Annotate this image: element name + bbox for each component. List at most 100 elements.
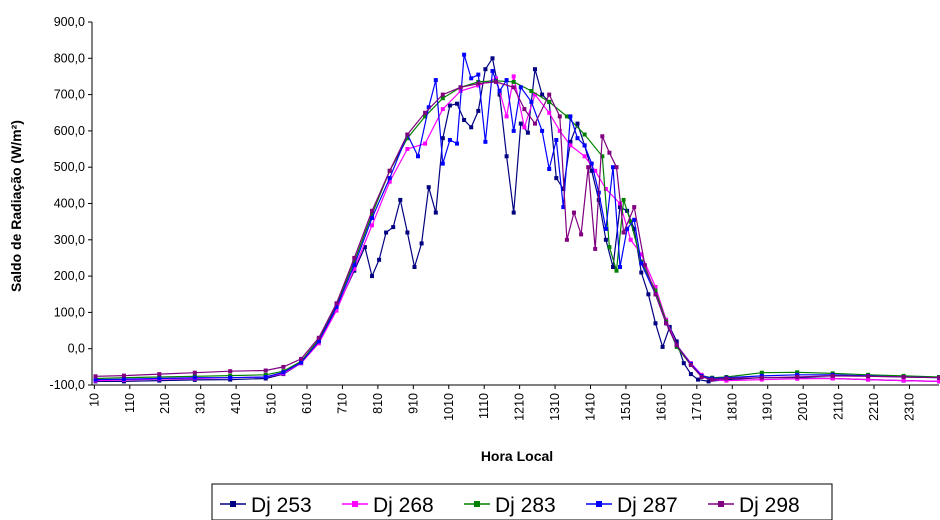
data-point: [621, 197, 626, 202]
data-point: [447, 138, 452, 142]
data-point: [547, 99, 552, 104]
x-tick-label: 510: [265, 393, 279, 414]
data-point: [281, 370, 286, 375]
legend: Dj 253 Dj 268 Dj 283 Dj 287 Dj 298: [211, 483, 833, 520]
x-tick-label: 710: [335, 393, 349, 414]
data-point: [603, 237, 608, 242]
data-point: [384, 230, 389, 235]
data-point: [299, 360, 304, 365]
data-point: [681, 361, 686, 366]
data-point: [412, 265, 417, 269]
data-point: [639, 252, 644, 257]
data-point: [582, 154, 587, 159]
data-point: [316, 335, 321, 340]
data-point: [632, 217, 637, 222]
data-point: [405, 132, 410, 137]
data-point: [529, 89, 534, 93]
data-point: [937, 379, 940, 384]
data-point: [334, 308, 339, 313]
data-point: [696, 377, 700, 382]
data-point: [554, 176, 559, 181]
data-point: [490, 56, 495, 61]
data-point: [362, 245, 367, 250]
data-point: [866, 374, 871, 379]
data-point: [540, 128, 545, 133]
y-tick-label: 500,0: [54, 160, 85, 174]
data-point: [589, 168, 594, 173]
legend-item: Dj 268: [342, 494, 434, 517]
data-point: [710, 377, 715, 382]
data-point: [660, 344, 665, 349]
data-point: [653, 321, 658, 326]
legend-label: Dj 298: [739, 494, 800, 517]
data-point: [937, 375, 940, 380]
chart-axes: 900,0 800,0 700,0 600,0 500,0 400,0 300,0 200,0…: [50, 15, 939, 421]
x-tick-label: 1410: [584, 393, 598, 421]
data-point: [674, 339, 679, 344]
x-tick-label: 310: [194, 393, 208, 414]
data-point: [405, 147, 410, 151]
data-point: [664, 321, 669, 326]
x-tick-label: 1510: [619, 393, 633, 421]
legend-marker: [718, 501, 724, 507]
data-point: [299, 356, 304, 361]
data-point: [522, 125, 527, 130]
data-point: [639, 261, 644, 266]
x-tick-label: 110: [123, 393, 137, 413]
series-3: [93, 78, 940, 381]
data-point: [688, 363, 693, 367]
data-point: [618, 265, 622, 269]
data-point: [866, 377, 871, 382]
data-point: [423, 114, 428, 119]
x-tick-label: 1710: [690, 393, 704, 421]
data-point: [547, 167, 552, 171]
data-point: [688, 372, 693, 377]
data-point: [469, 125, 474, 130]
data-point: [316, 339, 321, 344]
data-point: [759, 375, 764, 380]
data-point: [423, 110, 428, 115]
data-point: [334, 301, 339, 306]
y-tick-label: 400,0: [54, 197, 85, 211]
data-point: [433, 210, 438, 215]
legend-label: Dj 287: [617, 494, 678, 517]
data-point: [469, 76, 474, 81]
legend-item: Dj 298: [708, 494, 800, 517]
y-tick-label: 300,0: [54, 233, 85, 247]
data-point: [564, 114, 569, 119]
data-point: [370, 274, 374, 279]
legend-box: [211, 483, 833, 520]
data-point: [455, 141, 459, 146]
series-line: [95, 76, 940, 382]
data-point: [614, 268, 619, 273]
data-point: [561, 187, 566, 191]
data-point: [554, 138, 559, 142]
x-tick-label: 410: [229, 393, 243, 414]
data-point: [228, 373, 233, 378]
data-point: [699, 375, 704, 379]
data-point: [504, 114, 509, 119]
data-point: [192, 370, 197, 375]
data-point: [352, 255, 357, 260]
series-5: [93, 79, 940, 382]
x-tick-label: 10: [87, 393, 101, 407]
series-2: [93, 74, 940, 384]
data-point: [572, 210, 576, 215]
data-point: [621, 230, 626, 235]
x-tick-label: 810: [371, 393, 385, 414]
data-point: [334, 305, 339, 309]
data-point: [462, 52, 467, 57]
data-point: [433, 78, 438, 83]
x-axis-title: Hora Local: [481, 448, 553, 464]
data-point: [405, 136, 410, 141]
data-point: [387, 176, 392, 181]
data-point: [511, 85, 516, 90]
data-point: [724, 378, 729, 383]
data-point: [582, 143, 587, 148]
data-point: [416, 154, 420, 159]
x-tick-label: 2110: [832, 393, 846, 420]
data-point: [121, 373, 126, 378]
legend-label: Dj 253: [251, 494, 312, 517]
data-point: [405, 230, 410, 235]
legend-marker: [474, 501, 480, 507]
